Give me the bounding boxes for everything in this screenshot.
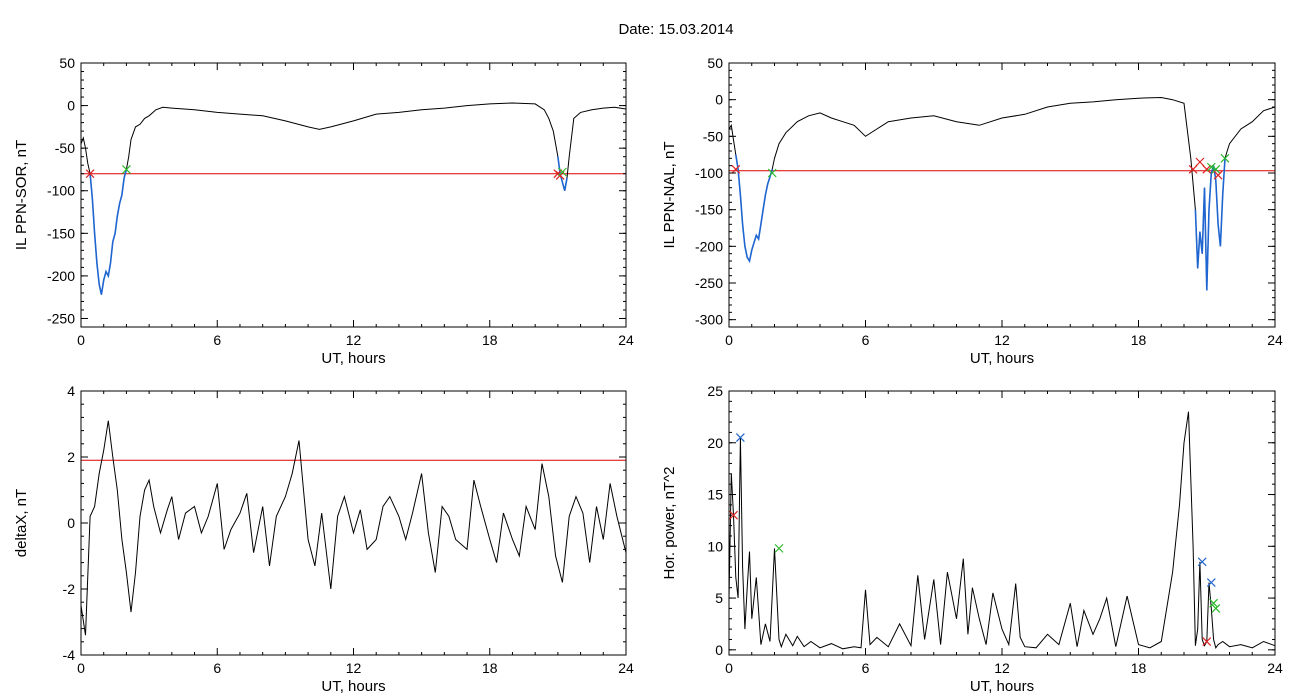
x-tick-label: 6 (213, 332, 221, 348)
marker-red (1188, 164, 1198, 174)
x-tick-label: 0 (725, 332, 733, 348)
y-tick-label: 4 (67, 383, 75, 399)
plot-sor: 0 6 12 18 24 50 0 -50 -100 -150 -200 -250 UT, hours I… (13, 55, 634, 367)
marker-green (774, 543, 784, 553)
marker-green (1206, 162, 1216, 172)
y-tick-label: 25 (707, 383, 723, 399)
y-tick-label: 50 (707, 55, 723, 71)
marker-blue (735, 433, 745, 443)
highlight-segment (735, 154, 773, 264)
plot-frame (80, 390, 627, 656)
x-tick-label: 12 (994, 332, 1010, 348)
x-tick-label: 24 (1267, 660, 1283, 676)
x-tick-label: 6 (213, 660, 221, 676)
marker-red (1202, 164, 1212, 174)
x-tick-label: 18 (1131, 332, 1147, 348)
y-tick-label: -150 (695, 202, 723, 218)
y-axis-label: Hor. power, nT^2 (661, 467, 678, 580)
marker-green (1209, 598, 1218, 608)
y-tick-label: -50 (55, 140, 75, 156)
plot-frame (728, 62, 1276, 328)
y-tick-label: -250 (695, 275, 723, 291)
y-tick-label: -2 (63, 581, 76, 597)
y-tick-label: 5 (715, 590, 723, 606)
plot-frame (728, 390, 1276, 656)
y-tick-label: 0 (67, 98, 75, 114)
trace-line (80, 420, 627, 636)
plot-frame (80, 62, 627, 328)
x-tick-label: 12 (346, 660, 362, 676)
marker-red (1195, 157, 1205, 167)
y-tick-label: -4 (63, 647, 76, 663)
y-tick-label: 2 (67, 449, 75, 465)
y-tick-label: -100 (695, 165, 723, 181)
x-tick-label: 6 (862, 660, 870, 676)
x-tick-label: 18 (1131, 660, 1147, 676)
y-tick-label: 10 (707, 538, 723, 554)
x-tick-label: 24 (1267, 332, 1283, 348)
y-tick-label: 0 (67, 515, 75, 531)
marker-red (1202, 637, 1212, 646)
trace-line (728, 96, 1276, 291)
y-tick-label: -300 (695, 312, 723, 328)
x-axis-label: UT, hours (970, 678, 1034, 695)
y-axis-label: deltaX, nT (13, 489, 30, 557)
trace-line (728, 411, 1276, 650)
plot-power: 0 6 12 18 24 25 20 15 10 5 0 UT, hours Hor. power, n… (661, 383, 1283, 695)
marker-green (557, 167, 567, 177)
x-tick-label: 24 (618, 660, 634, 676)
y-axis-label: IL PPN-NAL, nT (661, 142, 678, 249)
page-title: Date: 15.03.2014 (618, 21, 733, 38)
y-tick-label: 50 (59, 55, 75, 71)
x-tick-label: 24 (618, 332, 634, 348)
highlight-segment (557, 156, 568, 191)
y-tick-label: 0 (715, 642, 723, 658)
y-tick-label: 20 (707, 435, 723, 451)
x-tick-label: 6 (862, 332, 870, 348)
marker-green (767, 168, 777, 178)
marker-red (1213, 170, 1223, 180)
y-tick-label: -250 (47, 310, 75, 326)
x-tick-label: 0 (77, 660, 85, 676)
x-tick-label: 0 (725, 660, 733, 676)
highlight-segment (1194, 158, 1226, 291)
marker-green (1211, 603, 1221, 613)
y-tick-label: -150 (47, 225, 75, 241)
y-tick-label: -200 (695, 238, 723, 254)
x-tick-label: 0 (77, 332, 85, 348)
marker-green (121, 165, 131, 174)
y-tick-label: -100 (47, 183, 75, 199)
marker-green (1220, 153, 1230, 163)
x-tick-label: 12 (346, 332, 362, 348)
marker-red (729, 510, 738, 520)
marker-red (731, 164, 741, 174)
y-tick-label: 15 (707, 487, 723, 503)
x-tick-label: 12 (994, 660, 1010, 676)
y-tick-label: -200 (47, 268, 75, 284)
marker-green (1211, 164, 1221, 174)
x-tick-label: 18 (482, 332, 498, 348)
y-tick-label: 0 (715, 92, 723, 108)
trace-line (80, 102, 627, 295)
y-tick-label: -50 (703, 128, 723, 144)
x-axis-label: UT, hours (321, 350, 385, 367)
plot-deltax: 0 6 12 18 24 4 2 0 -2 -4 UT, hours deltaX, nT (13, 383, 634, 695)
x-axis-label: UT, hours (970, 350, 1034, 367)
plot-nal: 0 6 12 18 24 50 0 -50 -100 -150 -200 -250 -300 UT, ho… (661, 55, 1283, 367)
y-axis-label: IL PPN-SOR, nT (13, 140, 30, 250)
marker-blue (1197, 557, 1207, 567)
highlight-segment (89, 169, 128, 295)
marker-red (85, 169, 95, 179)
marker-blue (1206, 578, 1216, 587)
x-tick-label: 18 (482, 660, 498, 676)
x-axis-label: UT, hours (321, 678, 385, 695)
